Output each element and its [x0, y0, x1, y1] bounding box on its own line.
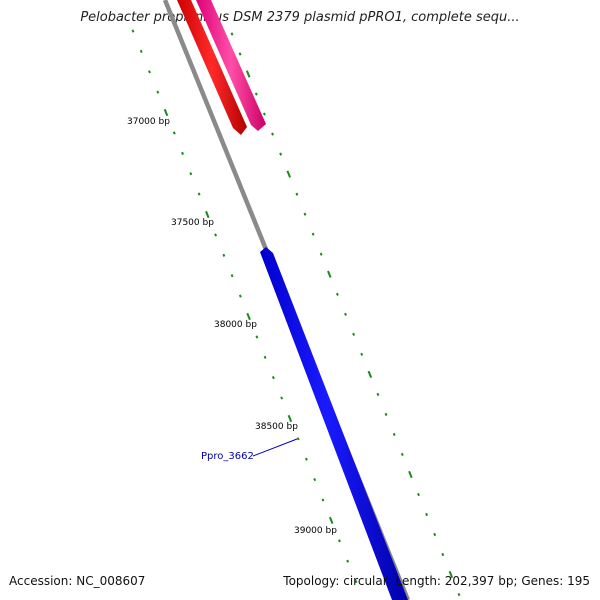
outer-scale-ticks	[230, 32, 461, 597]
outer-scale-tick	[295, 192, 299, 196]
inner-scale-tick	[238, 294, 242, 298]
outer-scale-tick	[376, 392, 380, 396]
outer-scale-tick	[392, 432, 396, 436]
inner-scale-ticks	[131, 29, 358, 584]
outer-scale-tick	[384, 412, 388, 416]
outer-scale-tick	[262, 112, 266, 116]
inner-scale-tick	[304, 457, 308, 461]
inner-scale-tick	[313, 478, 317, 482]
outer-scale-tick	[441, 552, 445, 557]
inner-scale-tick	[328, 516, 334, 524]
outer-scale-tick	[327, 270, 332, 278]
inner-scale-tick	[189, 172, 193, 176]
outer-scale-tick	[360, 352, 364, 356]
outer-scale-tick	[433, 532, 437, 537]
scale-label-38500: 38500 bp	[255, 422, 298, 432]
outer-scale-tick	[367, 370, 373, 378]
outer-scale-tick	[245, 70, 251, 78]
outer-scale-tick	[254, 92, 258, 96]
outer-scale-tick	[408, 470, 413, 479]
scale-label-37000: 37000 bp	[127, 117, 170, 127]
inner-scale-tick	[197, 192, 201, 196]
outer-scale-tick	[303, 212, 307, 216]
inner-scale-tick	[172, 131, 176, 135]
inner-scale-tick	[271, 376, 275, 380]
outer-scale-tick	[230, 32, 234, 36]
gene-label-ppro3662[interactable]: Ppro_3662	[201, 451, 254, 462]
summary-text: Topology: circular; Length: 202,397 bp; …	[283, 574, 590, 588]
inner-scale-tick	[354, 580, 358, 584]
inner-scale-tick	[205, 210, 210, 219]
inner-scale-tick	[148, 70, 151, 74]
inner-scale-tick	[346, 559, 350, 563]
gene-arrow-pink[interactable]	[196, 0, 266, 131]
outer-scale-tick	[448, 570, 454, 579]
inner-scale-tick	[338, 539, 341, 543]
inner-scale-tick	[156, 90, 160, 94]
outer-scale-tick	[352, 332, 356, 336]
outer-scale-tick	[457, 593, 461, 597]
inner-scale-tick	[263, 355, 267, 359]
inner-scale-tick	[131, 29, 135, 33]
gene-arrow-red[interactable]	[177, 0, 247, 135]
outer-scale-tick	[238, 52, 242, 56]
inner-scale-tick	[296, 437, 300, 441]
scale-label-39000: 39000 bp	[294, 526, 337, 536]
inner-scale-tick	[255, 335, 259, 339]
inner-scale-tick	[163, 108, 169, 117]
inner-scale-tick	[280, 396, 284, 400]
outer-scale-tick	[344, 312, 347, 316]
inner-scale-tick	[222, 253, 226, 257]
scale-label-37500: 37500 bp	[171, 218, 214, 228]
inner-scale-tick	[181, 151, 184, 155]
gene-arrow-ppro3662[interactable]	[260, 247, 408, 600]
outer-scale-tick	[271, 132, 274, 136]
outer-scale-tick	[319, 252, 323, 256]
inner-scale-tick	[139, 49, 143, 53]
inner-scale-tick	[214, 233, 218, 237]
inner-scale-tick	[321, 498, 325, 502]
scale-label-38000: 38000 bp	[214, 320, 257, 330]
outer-scale-tick	[417, 492, 420, 497]
gene-label-leader	[252, 438, 298, 457]
outer-scale-tick	[335, 292, 339, 296]
accession-text: Accession: NC_008607	[9, 574, 146, 588]
outer-scale-tick	[400, 452, 404, 456]
outer-scale-tick	[311, 232, 315, 236]
outer-scale-tick	[425, 512, 429, 517]
inner-scale-tick	[230, 274, 234, 278]
outer-scale-tick	[279, 152, 283, 156]
outer-scale-tick	[286, 170, 292, 178]
inner-scale-tick	[287, 414, 293, 423]
inner-scale-tick	[246, 312, 251, 321]
